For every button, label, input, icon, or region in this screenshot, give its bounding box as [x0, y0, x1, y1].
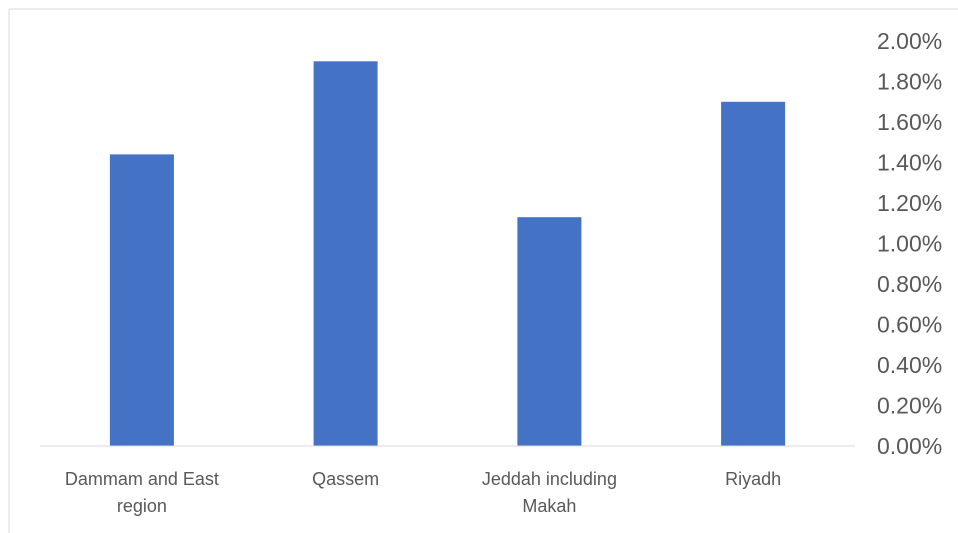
- bar-0: [109, 154, 174, 446]
- y-tick-label-7: 1.40%: [877, 150, 942, 176]
- y-tick-label-8: 1.60%: [877, 109, 942, 135]
- y-tick-label-9: 1.80%: [877, 69, 942, 95]
- y-tick-label-3: 0.60%: [877, 312, 942, 338]
- x-category-label-1: Qassem: [312, 469, 379, 489]
- bar-1: [313, 61, 378, 447]
- x-category-label-3: Riyadh: [725, 469, 781, 489]
- bars-group: [109, 61, 786, 447]
- bar-3: [721, 101, 786, 447]
- x-category-label-2-line-1: Makah: [522, 496, 576, 516]
- y-tick-label-0: 0.00%: [877, 433, 942, 459]
- y-tick-label-10: 2.00%: [877, 28, 942, 54]
- y-tick-label-2: 0.40%: [877, 352, 942, 378]
- x-category-label-0-line-0: Dammam and East: [65, 469, 219, 489]
- y-tick-label-5: 1.00%: [877, 231, 942, 257]
- x-axis-category-labels: Dammam and East region Qassem Jeddah includ…: [65, 469, 781, 516]
- x-category-label-1-line-0: Qassem: [312, 469, 379, 489]
- x-category-label-0-line-1: region: [117, 496, 167, 516]
- y-tick-label-1: 0.20%: [877, 393, 942, 419]
- x-category-label-2: Jeddah including Makah: [482, 469, 617, 516]
- x-category-label-0: Dammam and East region: [65, 469, 219, 516]
- y-tick-label-6: 1.20%: [877, 190, 942, 216]
- bar-2: [517, 217, 582, 446]
- y-tick-label-4: 0.80%: [877, 271, 942, 297]
- x-category-label-3-line-0: Riyadh: [725, 469, 781, 489]
- x-category-label-2-line-0: Jeddah including: [482, 469, 617, 489]
- y-axis-tick-labels: 0.00% 0.20% 0.40% 0.60% 0.80% 1.00% 1.20% 1.40%…: [877, 28, 942, 459]
